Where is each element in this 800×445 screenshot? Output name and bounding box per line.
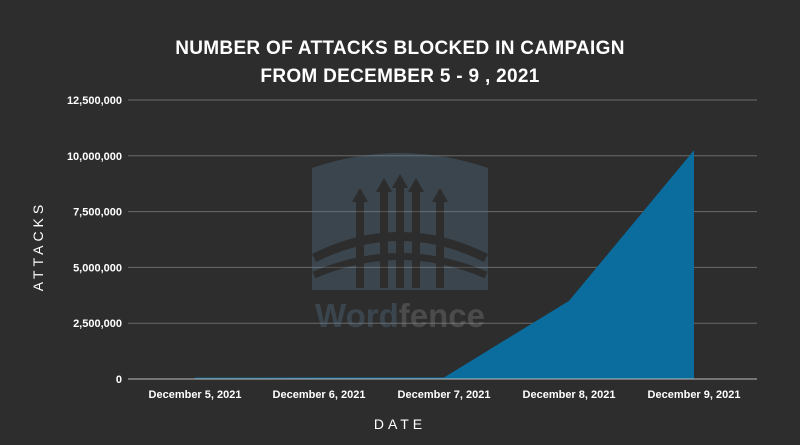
y-axis-ticks: 0 2,500,000 5,000,000 7,500,000 10,000,000 12…: [67, 95, 122, 386]
chart-title-line-1: NUMBER OF ATTACKS BLOCKED IN CAMPAIGN: [175, 38, 625, 59]
x-tick-label: December 7, 2021: [398, 389, 491, 401]
y-tick-label: 5,000,000: [73, 262, 122, 274]
chart-title-line-2: FROM DECEMBER 5 - 9 , 2021: [260, 66, 540, 87]
x-tick-label: December 9, 2021: [648, 389, 741, 401]
y-tick-label: 2,500,000: [73, 318, 122, 330]
svg-text:Wordfence: Wordfence: [315, 297, 485, 334]
shield-icon: [312, 153, 488, 290]
watermark-text-word: Word: [315, 297, 399, 334]
area-series: [195, 150, 694, 379]
fence-arch: [311, 232, 489, 263]
x-axis-label: DATE: [374, 416, 426, 432]
watermark-text-fence: fence: [399, 297, 485, 334]
y-tick-label: 0: [116, 374, 122, 386]
wordfence-logo-watermark: Wordfence: [311, 153, 489, 334]
y-tick-label: 10,000,000: [67, 151, 122, 163]
x-tick-label: December 8, 2021: [523, 389, 616, 401]
y-axis-label: ATTACKS: [30, 201, 46, 292]
x-tick-label: December 6, 2021: [273, 389, 366, 401]
y-tick-label: 7,500,000: [73, 207, 122, 219]
y-tick-label: 12,500,000: [67, 95, 122, 107]
fence-pickets: [352, 174, 448, 288]
x-axis-ticks: December 5, 2021 December 6, 2021 December…: [149, 389, 741, 401]
x-tick-label: December 5, 2021: [149, 389, 242, 401]
